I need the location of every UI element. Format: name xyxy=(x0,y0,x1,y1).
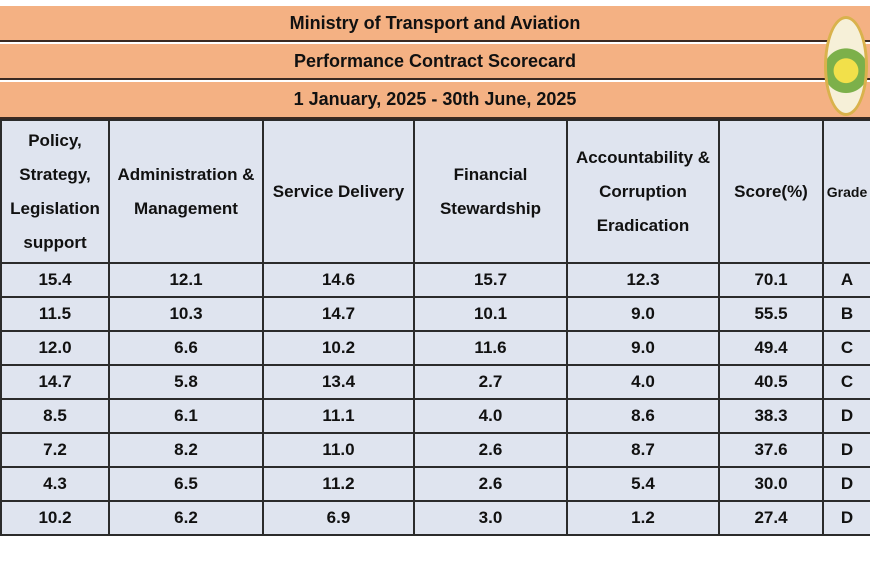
table-cell: 6.2 xyxy=(108,500,264,536)
table-cell: 6.1 xyxy=(108,398,264,434)
table-cell: 49.4 xyxy=(718,330,824,366)
table-cell: 2.6 xyxy=(413,432,568,468)
table-cell: 10.2 xyxy=(0,500,110,536)
table-cell: 10.3 xyxy=(108,296,264,332)
column-header: Grade xyxy=(822,119,870,264)
column-header: Administration & Management xyxy=(108,119,264,264)
table-cell: 15.4 xyxy=(0,262,110,298)
table-cell: 1.2 xyxy=(566,500,720,536)
table-cell: 14.7 xyxy=(262,296,415,332)
table-cell: 38.3 xyxy=(718,398,824,434)
table-cell: 11.6 xyxy=(413,330,568,366)
scorecard-table: Policy, Strategy, Legislation support Adm… xyxy=(0,119,870,536)
table-cell: 27.4 xyxy=(718,500,824,536)
table-cell: 5.4 xyxy=(566,466,720,502)
table-cell: D xyxy=(822,398,870,434)
column-header: Score(%) xyxy=(718,119,824,264)
table-cell: 9.0 xyxy=(566,330,720,366)
table-cell: 11.0 xyxy=(262,432,415,468)
table-cell: 12.1 xyxy=(108,262,264,298)
table-cell: 8.7 xyxy=(566,432,720,468)
table-cell: 6.6 xyxy=(108,330,264,366)
table-cell: A xyxy=(822,262,870,298)
table-cell: 8.2 xyxy=(108,432,264,468)
table-cell: 10.1 xyxy=(413,296,568,332)
table-cell: C xyxy=(822,330,870,366)
table-cell: C xyxy=(822,364,870,400)
table-cell: 70.1 xyxy=(718,262,824,298)
ministry-title: Ministry of Transport and Aviation xyxy=(0,6,870,42)
table-row: 14.7 5.8 13.4 2.7 4.0 40.5 C xyxy=(0,364,870,400)
table-cell: 8.6 xyxy=(566,398,720,434)
table-cell: 2.6 xyxy=(413,466,568,502)
period-title: 1 January, 2025 - 30th June, 2025 xyxy=(0,82,870,119)
table-row: 15.4 12.1 14.6 15.7 12.3 70.1 A xyxy=(0,262,870,298)
ministry-logo-icon xyxy=(824,16,868,116)
table-cell: 55.5 xyxy=(718,296,824,332)
table-cell: 2.7 xyxy=(413,364,568,400)
table-row: 4.3 6.5 11.2 2.6 5.4 30.0 D xyxy=(0,466,870,502)
table-cell: 3.0 xyxy=(413,500,568,536)
table-cell: D xyxy=(822,500,870,536)
table-row: 11.5 10.3 14.7 10.1 9.0 55.5 B xyxy=(0,296,870,332)
table-cell: 14.6 xyxy=(262,262,415,298)
table-cell: 6.9 xyxy=(262,500,415,536)
table-row: 7.2 8.2 11.0 2.6 8.7 37.6 D xyxy=(0,432,870,468)
table-row: 12.0 6.6 10.2 11.6 9.0 49.4 C xyxy=(0,330,870,366)
table-cell: 11.1 xyxy=(262,398,415,434)
column-header: Accountability & Corruption Eradication xyxy=(566,119,720,264)
table-cell: 40.5 xyxy=(718,364,824,400)
table-row: 10.2 6.2 6.9 3.0 1.2 27.4 D xyxy=(0,500,870,536)
table-cell: 8.5 xyxy=(0,398,110,434)
table-cell: D xyxy=(822,466,870,502)
column-header: Service Delivery xyxy=(262,119,415,264)
table-row: 8.5 6.1 11.1 4.0 8.6 38.3 D xyxy=(0,398,870,434)
table-cell: B xyxy=(822,296,870,332)
table-cell: D xyxy=(822,432,870,468)
column-header: Policy, Strategy, Legislation support xyxy=(0,119,110,264)
table-cell: 12.3 xyxy=(566,262,720,298)
table-cell: 37.6 xyxy=(718,432,824,468)
scorecard-title: Performance Contract Scorecard xyxy=(0,44,870,80)
table-cell: 15.7 xyxy=(413,262,568,298)
table-cell: 10.2 xyxy=(262,330,415,366)
table-cell: 4.0 xyxy=(413,398,568,434)
table-cell: 13.4 xyxy=(262,364,415,400)
table-cell: 7.2 xyxy=(0,432,110,468)
table-cell: 6.5 xyxy=(108,466,264,502)
table-cell: 4.0 xyxy=(566,364,720,400)
table-cell: 5.8 xyxy=(108,364,264,400)
table-cell: 14.7 xyxy=(0,364,110,400)
table-cell: 30.0 xyxy=(718,466,824,502)
table-cell: 11.5 xyxy=(0,296,110,332)
table-cell: 11.2 xyxy=(262,466,415,502)
table-cell: 9.0 xyxy=(566,296,720,332)
table-cell: 12.0 xyxy=(0,330,110,366)
table-cell: 4.3 xyxy=(0,466,110,502)
column-header: Financial Stewardship xyxy=(413,119,568,264)
